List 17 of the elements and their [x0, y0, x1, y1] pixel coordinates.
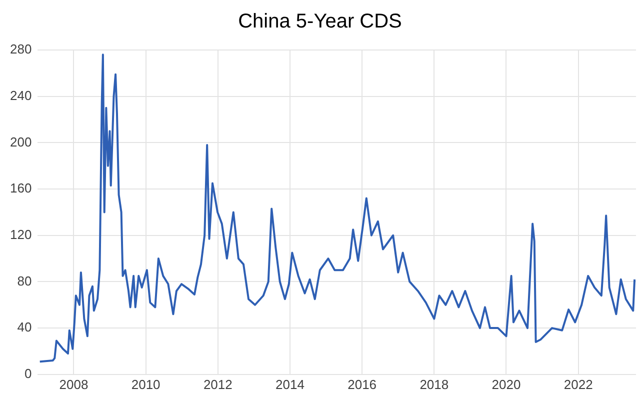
x-tick-label: 2014 — [276, 376, 304, 392]
y-tick-label: 40 — [17, 320, 32, 335]
x-tick-label: 2010 — [131, 376, 160, 392]
chart-title: China 5-Year CDS — [238, 10, 402, 33]
x-tick-label: 2008 — [59, 376, 88, 392]
y-tick-label: 160 — [10, 180, 32, 196]
x-tick-label: 2016 — [348, 376, 377, 392]
x-tick-label: 2012 — [203, 376, 232, 392]
y-tick-label: 80 — [17, 273, 32, 288]
y-tick-label: 0 — [24, 366, 32, 381]
y-tick-label: 120 — [10, 226, 32, 242]
y-tick-label: 240 — [10, 88, 32, 103]
y-tick-label: 200 — [10, 134, 32, 150]
x-tick-label: 2018 — [420, 376, 449, 392]
y-tick-label: 280 — [10, 42, 32, 57]
x-tick-label: 2022 — [564, 376, 593, 392]
x-tick-label: 2020 — [492, 376, 521, 392]
